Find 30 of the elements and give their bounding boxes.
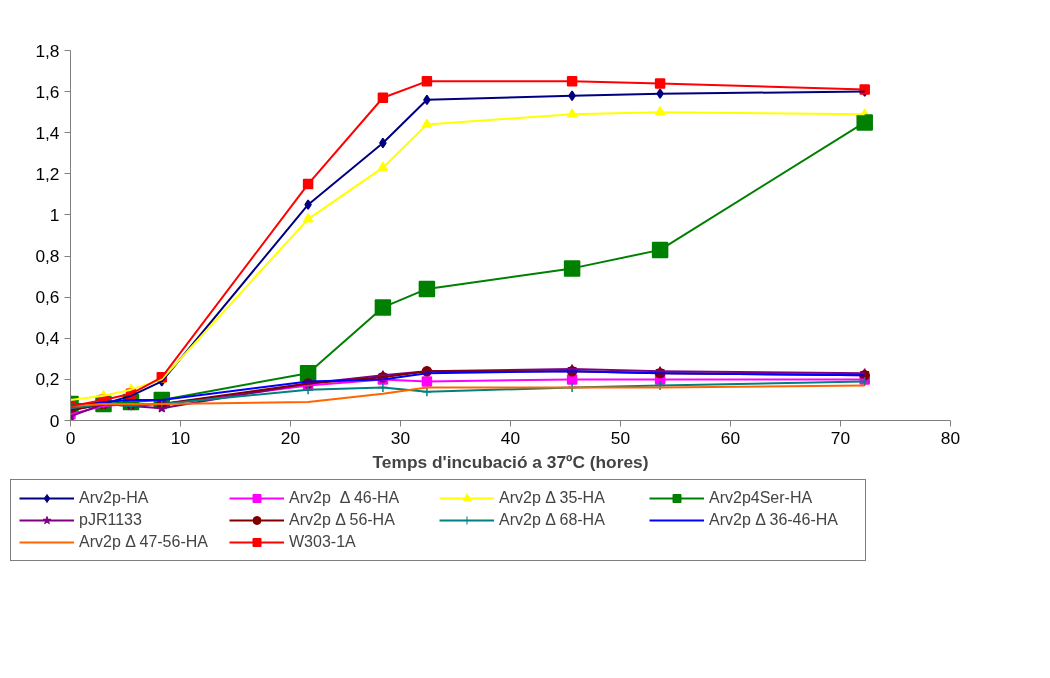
x-tick-label: 10 (170, 427, 191, 448)
legend-label: Arv2p Δ 46-HA (289, 489, 401, 507)
y-tick-label: 0 (49, 410, 60, 431)
y-tick-label: 1,6 (35, 81, 60, 102)
legend-label: pJR1133 (79, 511, 143, 529)
y-tick-label: 0,6 (35, 287, 60, 308)
legend-label: Arv2p4Ser-HA (709, 489, 814, 507)
y-tick-label: 0,8 (35, 246, 60, 267)
legend-label: Arv2p Δ 56-HA (289, 511, 396, 529)
legend-label: Arv2p Δ 47-56-HA (79, 533, 209, 551)
y-tick-label: 1,2 (35, 163, 60, 184)
x-tick-label: 70 (830, 427, 851, 448)
y-tick-label: 1,8 (35, 40, 60, 61)
x-axis-title: Temps d'incubació a 37ºC (hores) (372, 451, 649, 472)
x-tick-label: 80 (940, 427, 961, 448)
legend-label: Arv2p Δ 35-HA (499, 489, 606, 507)
x-tick-label: 60 (720, 427, 741, 448)
y-tick-label: 1 (49, 204, 60, 225)
x-tick-label: 0 (65, 427, 76, 448)
legend-label: Arv2p Δ 36-46-HA (709, 511, 839, 529)
legend-label: W303-1A (289, 533, 357, 551)
y-tick-label: 0,2 (35, 369, 60, 390)
legend-label: Arv2p Δ 68-HA (499, 511, 606, 529)
legend-label: Arv2p-HA (79, 489, 150, 507)
y-tick-label: 1,4 (35, 122, 60, 143)
y-tick-label: 0,4 (35, 328, 60, 349)
x-tick-label: 30 (390, 427, 411, 448)
x-tick-label: 20 (280, 427, 301, 448)
x-tick-label: 40 (500, 427, 521, 448)
x-tick-label: 50 (610, 427, 631, 448)
